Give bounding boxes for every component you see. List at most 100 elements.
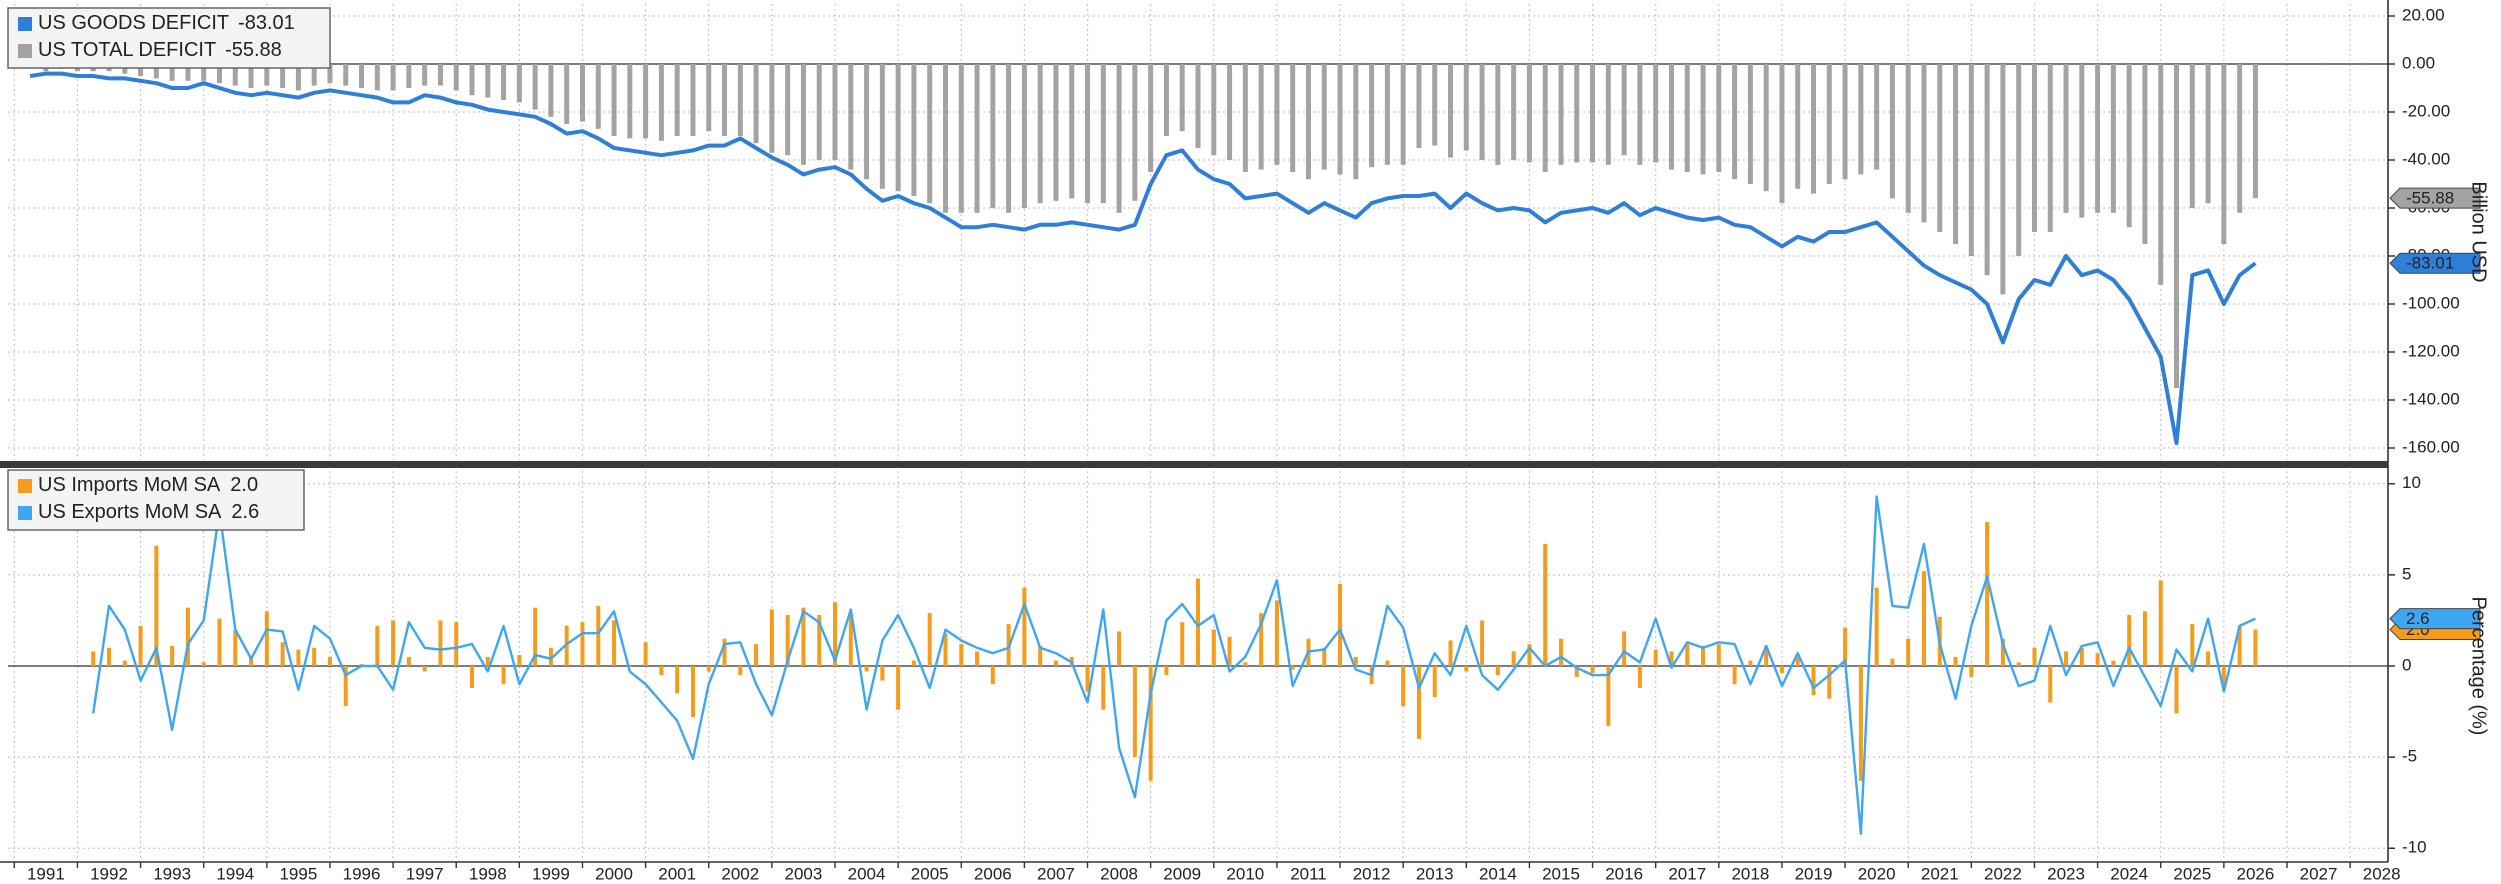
bar [943,633,948,666]
y-tick-label: 0.00 [2402,53,2435,72]
x-tick-label: 2022 [1984,864,2022,883]
bar [1590,666,1595,674]
bar [2127,614,2132,666]
bar [612,620,617,666]
bar [185,64,191,81]
bar [311,64,317,86]
bar [564,625,569,666]
bar [658,64,664,141]
bar [343,64,349,86]
bar [643,64,649,139]
bar [2016,662,2021,666]
bar [1495,64,1501,165]
x-tick-label: 2020 [1858,864,1896,883]
bar [2237,64,2243,213]
bar [264,611,269,666]
y-tick-label: -40.00 [2402,149,2450,168]
bar [1637,64,1643,165]
bar [154,545,159,666]
bar [422,64,428,86]
bar [722,64,728,136]
bar [1290,666,1295,670]
legend-label: US Imports MoM SA 2.0 [38,474,258,496]
bar [1243,662,1248,666]
bar [548,647,553,666]
legend-name: US TOTAL DEFICIT [38,39,216,61]
bar [1038,645,1043,666]
bar [1684,64,1690,172]
bar [1732,666,1737,685]
bar [169,64,175,81]
bar [438,620,443,666]
bar [564,64,570,124]
bar [170,645,175,666]
bar [1716,64,1722,172]
bar [1337,64,1343,175]
bar [2174,64,2180,388]
bar [690,666,695,718]
bar [958,64,964,213]
bar [1274,600,1279,666]
bar [1148,64,1154,172]
x-tick-label: 2026 [2237,864,2275,883]
x-tick-label: 2016 [1605,864,1643,883]
bar [217,618,222,666]
value-badge-label: -83.01 [2406,254,2454,273]
bar [2206,651,2211,666]
bar [453,64,459,91]
bar [1495,666,1500,676]
legend-label: US Exports MoM SA 2.6 [38,501,259,523]
bar [927,613,932,666]
bar [1069,64,1075,199]
bar [1448,640,1453,666]
bar [1795,64,1801,189]
bar [406,64,412,88]
bar [975,651,980,666]
legend-name: US GOODS DEFICIT [38,12,229,34]
x-tick-label: 2002 [721,864,759,883]
x-tick-label: 2000 [595,864,633,883]
x-tick-label: 2021 [1921,864,1959,883]
bar [1463,64,1469,151]
bar [596,605,601,666]
bar [580,622,585,666]
value-badge-label: -55.88 [2406,189,2454,208]
bar [2000,638,2005,666]
bar [1763,64,1769,192]
bar [454,622,459,666]
line [29,71,2257,446]
bar [1716,644,1721,666]
x-tick-label: 1992 [90,864,128,883]
bar [1937,64,1943,232]
bar [1385,660,1390,666]
y-tick-label: 0 [2402,655,2411,674]
bar [422,666,427,672]
bar [1132,666,1137,758]
bar [548,64,554,117]
bar [1826,64,1832,184]
bar [895,64,901,192]
bar [280,642,285,666]
bar [1685,644,1690,666]
bar [1622,631,1627,666]
bar [1369,64,1375,168]
bar [1889,64,1895,199]
bar [785,614,790,666]
bar [501,666,506,685]
bar [1574,64,1580,163]
x-tick-label: 2012 [1353,864,1391,883]
bar [1116,64,1122,213]
legend-swatch [18,479,32,493]
bar [1100,64,1106,204]
bar [280,64,286,88]
bar [675,666,680,694]
bar [1701,645,1706,666]
bar [1653,64,1659,163]
bar [1574,666,1579,677]
bar [1085,64,1091,204]
x-tick-label: 1998 [469,864,507,883]
bar [1700,64,1706,175]
bar [627,666,632,667]
bar [1921,571,1926,666]
